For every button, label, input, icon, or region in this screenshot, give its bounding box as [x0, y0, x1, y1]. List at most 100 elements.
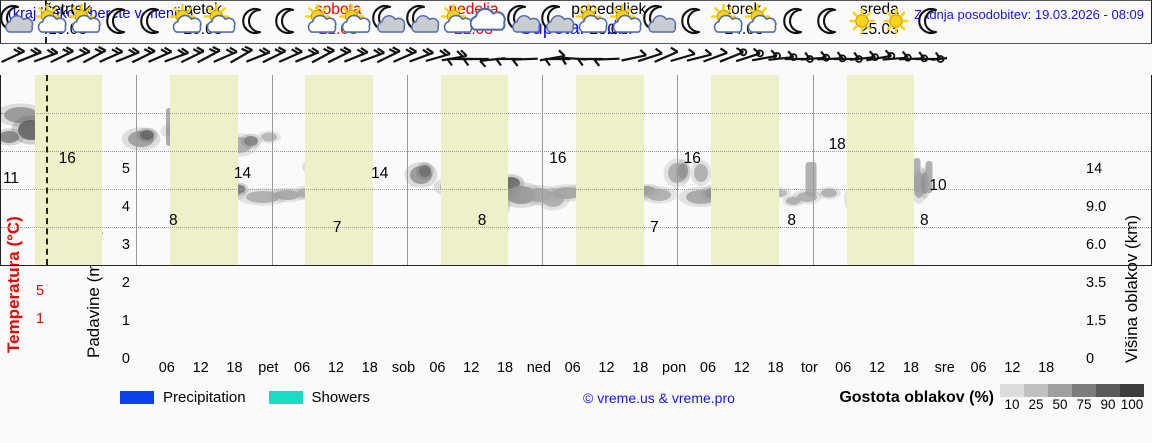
temp-label-11: 18: [828, 135, 846, 153]
temp-label-7: 16: [549, 150, 567, 168]
sun-cloud-icon: [741, 1, 781, 41]
temp-label-10: 8: [787, 211, 797, 229]
precipitation-legend-label: Precipitation: [163, 388, 246, 406]
x-tick-23: sre: [934, 360, 955, 376]
x-tick-26: 18: [1038, 360, 1055, 376]
x-tick-17: 12: [733, 360, 750, 376]
moon-cloud-icon: [403, 1, 443, 41]
x-tick-22: 18: [902, 360, 919, 376]
cloud-density-tick-0: 10: [1004, 397, 1020, 412]
temp-label-0: 11: [2, 170, 20, 188]
cloud-density-legend-title: Gostota oblakov (%): [839, 389, 994, 406]
sun-icon: [876, 1, 916, 41]
cloud-density-swatch-1: [1024, 384, 1048, 397]
cloud-tick-5: 0: [1086, 351, 1095, 367]
temp-label-6: 8: [477, 211, 487, 229]
sun-cloud-icon: [707, 1, 747, 41]
x-tick-15: pon: [662, 360, 687, 376]
x-tick-1: 12: [192, 360, 209, 376]
x-tick-5: 12: [327, 360, 344, 376]
cloud-blob-10: [140, 130, 154, 140]
sun-cloud-icon: [437, 1, 477, 41]
precip-tick-3: 2: [121, 275, 130, 291]
temp-label-12: 8: [920, 211, 929, 229]
sun-cloud-icon: [166, 1, 206, 41]
moon-icon: [809, 1, 849, 41]
x-tick-3: pet: [258, 360, 279, 376]
precip-tick-0: 5: [121, 161, 130, 177]
sun-cloud-icon: [572, 1, 612, 41]
x-tick-18: 18: [767, 360, 784, 376]
gridline-h-3: [1, 189, 1151, 190]
x-tick-25: 12: [1004, 360, 1021, 376]
daylight-band-2: [305, 75, 374, 265]
cloud-streak-9: [805, 162, 817, 196]
x-tick-19: tor: [800, 360, 818, 376]
temp-label-4: 7: [332, 218, 342, 236]
chart-area: 11 16 8 14 7 14 8 16 7 16 8 18 8 10: [0, 75, 1152, 266]
cloud-density-swatch-5: [1120, 384, 1144, 397]
sun-cloud-icon: [200, 1, 240, 41]
x-tick-0: 06: [158, 360, 175, 376]
x-tick-13: 12: [598, 360, 615, 376]
wind-barb-row: [0, 43, 1152, 75]
moon-cloud-icon: [0, 1, 37, 41]
daylight-band-6: [846, 75, 915, 265]
precipitation-legend: Precipitation Showers: [120, 386, 370, 408]
temp-label-2: 8: [169, 211, 178, 229]
current-time-marker: [46, 75, 49, 265]
x-tick-21: 12: [868, 360, 886, 376]
cloud-blob-21: [274, 190, 300, 200]
x-axis-tick-labels: 06 12 18 pet 06 12 18 sob 06 12 18 ned 06 12 18 pon 06 12…: [133, 360, 1080, 380]
cloud-tick-1: 9.0: [1086, 199, 1107, 215]
temp-tick-4: 5: [36, 283, 45, 299]
day-separator-5: [677, 75, 679, 265]
sun-cloud-icon: [335, 1, 375, 41]
weather-icon-row: [0, 0, 1152, 44]
moon-icon: [98, 1, 138, 41]
daylight-band-1: [170, 75, 238, 265]
x-tick-11: ned: [526, 360, 551, 376]
precip-tick-2: 3: [121, 237, 130, 253]
cloud-blob-29: [419, 165, 431, 177]
cloud-density-colorbar: 10 25 50 75 90 100: [1000, 384, 1144, 412]
day-separator-6: [812, 75, 814, 265]
moon-icon: [267, 1, 307, 41]
moon-icon: [132, 1, 172, 41]
day-date: 25.03: [859, 21, 899, 38]
cloud-density-tick-1: 25: [1028, 397, 1044, 412]
precip-tick-1: 4: [121, 199, 130, 215]
x-tick-4: 06: [294, 360, 311, 376]
cloud-tick-0: 14: [1086, 161, 1103, 177]
x-tick-8: 06: [429, 360, 446, 376]
temp-label-9: 16: [683, 150, 701, 168]
cloud-tick-4: 1.5: [1086, 313, 1107, 329]
cloud-density-tick-5: 100: [1120, 397, 1144, 412]
daylight-band-0: [34, 75, 103, 265]
x-tick-16: 06: [699, 360, 717, 376]
temp-tick-5: 1: [36, 311, 45, 327]
moon-icon: [673, 1, 713, 41]
sun-cloud-icon: [31, 1, 71, 41]
sun-cloud-icon: [65, 1, 105, 41]
x-tick-7: sob: [391, 360, 416, 376]
x-tick-24: 06: [970, 360, 987, 376]
cloud-blob-2: [1, 131, 19, 143]
x-tick-12: 06: [564, 360, 581, 376]
moon-cloud-icon: [504, 1, 544, 41]
moon-icon: [775, 1, 815, 41]
cloud-streak-7: [913, 158, 921, 192]
gridline-h-1: [1, 113, 1151, 114]
cloud-streak-8: [925, 161, 933, 193]
gridline-h-4: [1, 227, 1151, 228]
cloud-density-legend: Gostota oblakov (%) 10 25 50 75 90 100: [839, 384, 1144, 412]
moon-icon: [234, 1, 274, 41]
showers-legend-label: Showers: [311, 388, 370, 406]
cloud-density-swatch-4: [1096, 384, 1120, 397]
temp-label-1: 16: [58, 150, 76, 168]
daylight-band-5: [711, 75, 779, 265]
copyright-link[interactable]: © vreme.us & vreme.pro: [583, 390, 735, 406]
cloud-blob-59: [821, 188, 837, 198]
x-tick-20: 06: [835, 360, 852, 376]
x-tick-6: 18: [361, 360, 378, 376]
